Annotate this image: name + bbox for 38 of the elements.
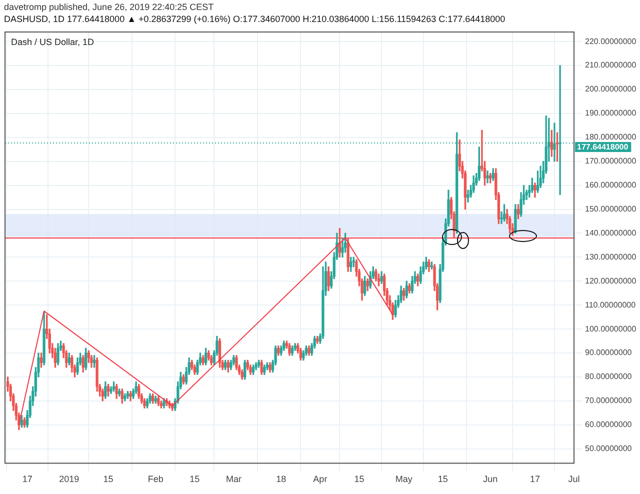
candlestick: [486, 170, 489, 184]
x-tick-label: 15: [438, 474, 448, 484]
y-tick-label: 160.00000000: [585, 180, 637, 190]
chart-subtitle: davetromp published, June 26, 2019 22:40:25 CEST: [4, 2, 214, 12]
x-tick-label: May: [395, 474, 413, 484]
y-tick-label: 50.00000000: [585, 444, 632, 454]
y-tick-label: 150.00000000: [585, 204, 637, 214]
y-tick-label: 100.00000000: [585, 324, 637, 334]
x-tick-label: 17: [22, 474, 32, 484]
y-tick-label: 110.00000000: [585, 300, 636, 310]
y-tick-label: 60.00000000: [585, 420, 632, 430]
x-tick-label: 15: [103, 474, 114, 484]
y-tick-label: 190.00000000: [585, 108, 637, 118]
y-tick-label: 120.00000000: [585, 276, 637, 286]
y-tick-label: 80.00000000: [585, 372, 632, 382]
x-tick-label: Jun: [483, 474, 498, 484]
y-tick-label: 140.00000000: [585, 228, 637, 238]
y-tick-label: 200.00000000: [585, 84, 637, 94]
ref-line-label: 177.64418000: [577, 142, 629, 152]
y-tick-label: 170.00000000: [585, 156, 637, 166]
x-tick-label: 2019: [59, 474, 80, 484]
x-tick-label: Mar: [226, 474, 242, 484]
x-tick-label: Jul: [568, 474, 580, 484]
x-tick-label: 15: [190, 474, 200, 484]
x-tick-label: Apr: [313, 474, 328, 484]
y-tick-label: 220.00000000: [585, 36, 637, 46]
y-tick-label: 180.00000000: [585, 132, 637, 142]
x-tick-label: Feb: [148, 474, 164, 484]
candlestick: [553, 122, 556, 162]
x-tick-label: 17: [530, 474, 540, 484]
y-tick-label: 90.00000000: [585, 348, 632, 358]
y-tick-label: 130.00000000: [585, 252, 637, 262]
text: Dash / US Dollar, 1D: [11, 36, 95, 47]
x-tick-label: 18: [276, 474, 286, 484]
y-tick-label: 70.00000000: [585, 396, 632, 406]
text: DASHUSD, 1D 177.64418000 ▲ +0.28637299 (+0.16%) O:177.34607000 H:210.03864000 L:156.11594263 C:177.64418000: [4, 14, 506, 24]
y-tick-label: 210.00000000: [585, 60, 637, 70]
x-tick-label: 15: [354, 474, 364, 484]
